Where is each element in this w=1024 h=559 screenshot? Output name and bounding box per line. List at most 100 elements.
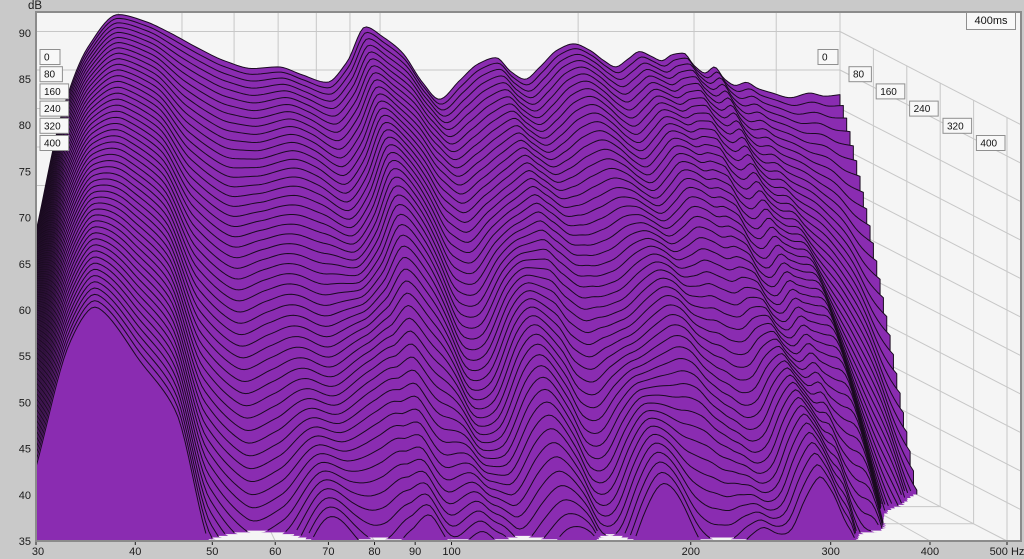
time-slice-outline — [35, 52, 868, 469]
time-tick-badge-right: 80 — [853, 70, 865, 81]
time-slice-outline — [35, 293, 857, 538]
time-slice-outline — [35, 306, 855, 541]
freq-tick-label: 400 — [921, 546, 939, 558]
db-tick-label: 45 — [19, 444, 31, 456]
time-slice-outline — [35, 42, 861, 466]
time-slice-outline — [35, 214, 882, 505]
time-badges: 0 80 160 240 320 400 0 80 160 240 320 400 — [39, 49, 1006, 151]
db-tick-label: 70 — [19, 213, 31, 225]
time-tick-badge-right-box — [848, 66, 872, 83]
time-slice-outline — [35, 36, 858, 464]
db-tick-label: 75 — [19, 166, 31, 178]
time-tick-badge-left: 240 — [44, 104, 61, 115]
time-slice-outline — [35, 122, 908, 490]
time-tick-badge-right-box — [875, 83, 906, 100]
freq-tick-label: 30 — [32, 546, 44, 558]
time-slice-outline — [35, 129, 911, 492]
time-slice-outline — [35, 256, 883, 526]
time-slice-outline — [35, 58, 871, 471]
time-slice-outline — [35, 250, 884, 524]
db-tick-label: 40 — [19, 490, 31, 502]
dbgrid-rightwall — [839, 185, 1022, 280]
db-tick-label: 60 — [19, 305, 31, 317]
time-slice-outline — [35, 86, 888, 480]
time-slice-outline — [35, 172, 902, 495]
time-tick-badge-left-box — [39, 83, 70, 100]
freq-tick-label: 70 — [322, 546, 334, 558]
db-tick-label: 50 — [19, 397, 31, 409]
time-slice-outline — [35, 116, 904, 488]
db-tick-label: 35 — [19, 536, 31, 548]
time-slice-outline — [35, 69, 878, 474]
time-slice-outline — [35, 208, 886, 511]
time-tick-badge-left: 320 — [44, 121, 61, 132]
freq-tick-label: 60 — [269, 546, 281, 558]
time-slice-outline — [35, 226, 882, 509]
time-tick-badge-left: 80 — [44, 70, 56, 81]
time-slice-outline — [35, 262, 883, 529]
time-slice-outline — [35, 31, 854, 462]
time-slice-outline — [35, 220, 882, 507]
time-tick-badge-right-box — [975, 135, 1006, 151]
plot-border — [35, 11, 1022, 542]
time-slice-outline — [35, 47, 864, 468]
time-slice-outline — [35, 190, 893, 504]
freq-tick-label: 50 — [206, 546, 218, 558]
time-slice-outline — [35, 98, 894, 483]
time-slice-outline — [35, 281, 861, 534]
time-tick-badge-left-box — [39, 66, 63, 83]
db-tick-label: 85 — [19, 74, 31, 86]
time-slice-fill — [36, 257, 981, 528]
db-axis-unit-label: dB — [27, 0, 43, 12]
time-tick-badge-left-box — [39, 135, 70, 151]
freq-tick-label: 200 — [682, 546, 700, 558]
time-slice-outline — [35, 275, 872, 532]
dbgrid-rightwall — [839, 31, 1022, 126]
freq-tick-label: 80 — [368, 546, 380, 558]
time-slice-outline — [35, 166, 906, 498]
time-window-badge: 400ms — [966, 12, 1016, 30]
time-tick-badge-left-box — [39, 100, 70, 117]
time-tick-badge-left: 400 — [44, 139, 61, 150]
time-slice-outline — [35, 268, 879, 526]
time-slice-outline — [35, 80, 884, 478]
time-slice-outline — [35, 153, 909, 494]
time-tick-badge-right: 400 — [980, 139, 997, 150]
time-slice-outline — [35, 92, 891, 481]
time-tick-badge-right-box — [909, 100, 939, 117]
time-slice-outline — [35, 232, 881, 509]
freq-tick-label: 300 — [822, 546, 840, 558]
time-slice-outline — [35, 147, 912, 492]
time-slice-outline — [35, 244, 884, 523]
time-slice-fill — [36, 307, 1007, 541]
freq-tick-label: 500 Hz — [990, 546, 1024, 558]
time-slice-outline — [35, 63, 874, 473]
time-slice-outline — [35, 14, 841, 455]
db-tick-label: 90 — [19, 28, 31, 40]
dbgrid-rightwall — [839, 108, 1022, 203]
time-slice-outline — [35, 287, 857, 536]
time-slice-outline — [35, 27, 851, 461]
time-tick-badge-right: 320 — [947, 121, 964, 132]
time-tick-badge-right: 0 — [822, 53, 828, 64]
time-slice-outline — [35, 104, 898, 485]
time-slice-outline — [35, 160, 906, 492]
db-tick-label: 80 — [19, 120, 31, 132]
time-tick-badge-left: 0 — [44, 53, 50, 64]
dbgrid-rightwall — [839, 146, 1022, 241]
time-tick-badge-left-box — [39, 49, 61, 65]
time-tick-badge-right-box — [942, 117, 973, 134]
time-slice-outline — [35, 184, 899, 506]
time-slice-outline — [35, 75, 881, 476]
time-slice-outline — [35, 196, 889, 506]
freq-tick-label: 40 — [129, 546, 141, 558]
time-tick-badge-right-box — [817, 49, 839, 65]
time-tick-badge-left-box — [39, 117, 70, 134]
time-slice-outline — [35, 178, 902, 504]
time-tick-badge-right: 160 — [880, 87, 897, 98]
time-slice-outline — [35, 22, 848, 459]
time-tick-badge-left: 160 — [44, 87, 61, 98]
freq-tick-label: 100 — [442, 546, 460, 558]
